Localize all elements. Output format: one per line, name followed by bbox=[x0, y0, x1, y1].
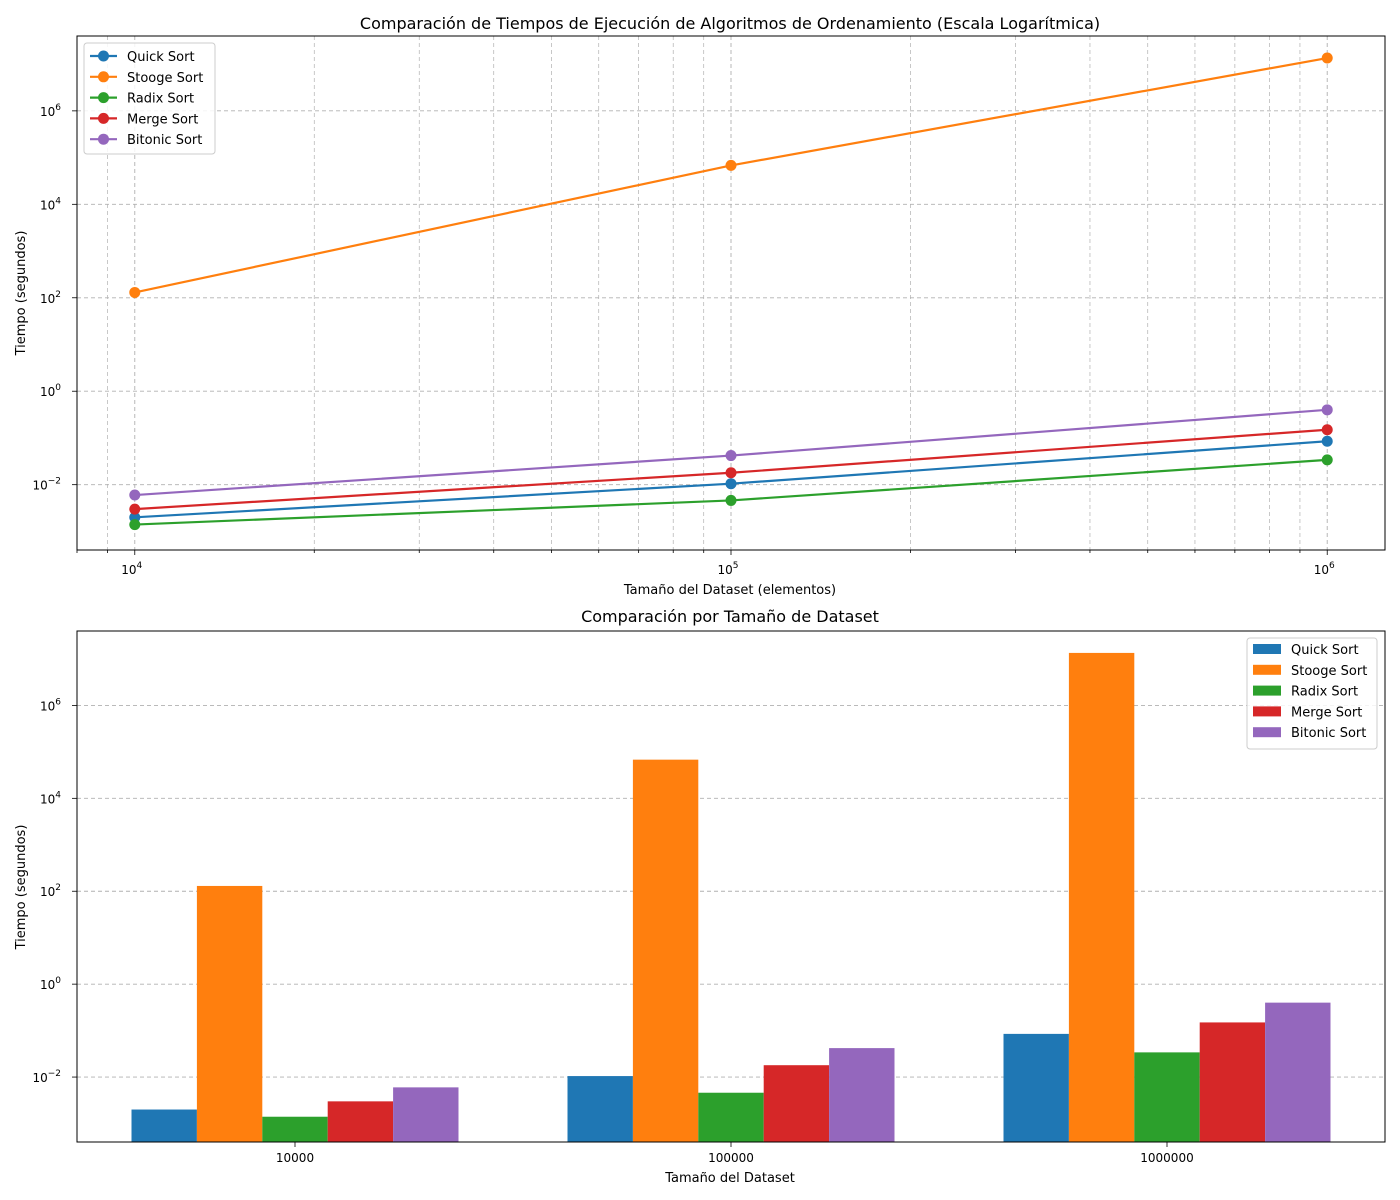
y-tick-label: 102 bbox=[40, 290, 61, 306]
data-point bbox=[725, 159, 737, 171]
line-chart-title: Comparación de Tiempos de Ejecución de A… bbox=[360, 14, 1100, 33]
line-chart-x-label: Tamaño del Dataset (elementos) bbox=[623, 583, 836, 598]
line-chart-ticks: 104 105 106 10−2 100 102 104 106 bbox=[32, 103, 1335, 577]
data-point bbox=[1321, 52, 1333, 64]
data-point bbox=[129, 503, 141, 515]
y-tick-label: 100 bbox=[40, 976, 61, 992]
bar-chart-x-label: Tamaño del Dataset bbox=[664, 1171, 795, 1186]
y-tick-label: 104 bbox=[40, 790, 61, 806]
legend-label: Merge Sort bbox=[1291, 705, 1362, 720]
x-tick-label: 1000000 bbox=[1140, 1151, 1193, 1165]
bar bbox=[327, 1101, 394, 1142]
data-point bbox=[1321, 435, 1333, 447]
bar-chart-y-label: Tiempo (segundos) bbox=[14, 825, 29, 951]
legend-marker bbox=[98, 92, 109, 104]
bar-chart: Comparación por Tamaño de Dataset 10−210… bbox=[14, 607, 1386, 1186]
data-point bbox=[129, 286, 141, 298]
bar bbox=[393, 1087, 459, 1142]
legend-swatch bbox=[1253, 685, 1281, 696]
y-tick-label: 10−2 bbox=[32, 477, 61, 493]
y-tick-label: 106 bbox=[40, 697, 61, 713]
y-tick-label: 100 bbox=[40, 383, 61, 399]
bar bbox=[1199, 1022, 1266, 1142]
bar-chart-grid bbox=[77, 704, 1385, 1078]
data-point bbox=[725, 494, 737, 506]
data-point bbox=[725, 478, 737, 490]
x-tick-label: 106 bbox=[1314, 561, 1335, 577]
data-point bbox=[1321, 404, 1333, 416]
legend-swatch bbox=[1253, 644, 1281, 654]
legend-label: Merge Sort bbox=[127, 112, 198, 127]
legend-label: Stooge Sort bbox=[127, 71, 203, 86]
legend-label: Stooge Sort bbox=[1291, 664, 1367, 679]
line-chart-legend: Quick Sort Stooge Sort Radix Sort Merge Sor… bbox=[83, 42, 216, 155]
y-tick-label: 10−2 bbox=[32, 1069, 61, 1085]
bar-chart-bars bbox=[131, 652, 1331, 1142]
legend-frame bbox=[83, 42, 216, 155]
bar bbox=[763, 1065, 830, 1142]
data-point bbox=[129, 519, 141, 531]
bar bbox=[1265, 1002, 1331, 1142]
bar bbox=[632, 759, 699, 1142]
bar bbox=[829, 1048, 895, 1142]
bar bbox=[1134, 1052, 1200, 1142]
legend-swatch bbox=[1253, 664, 1281, 675]
line-chart-series bbox=[129, 52, 1333, 531]
legend-label: Radix Sort bbox=[1291, 685, 1358, 700]
legend-swatch bbox=[1253, 727, 1281, 738]
legend-marker bbox=[98, 50, 109, 62]
legend-label: Quick Sort bbox=[127, 50, 195, 65]
bar bbox=[698, 1092, 764, 1142]
legend-swatch bbox=[1253, 706, 1281, 717]
bar-chart-ticks: 10−2 100 102 104 106 10000 100000 1000000 bbox=[32, 697, 1193, 1165]
bar bbox=[131, 1109, 197, 1142]
bar bbox=[196, 885, 263, 1142]
x-tick-label: 104 bbox=[121, 561, 142, 577]
bar bbox=[1068, 652, 1135, 1142]
x-tick-label: 105 bbox=[717, 561, 738, 577]
legend-marker bbox=[98, 71, 109, 83]
bar bbox=[567, 1076, 633, 1142]
x-tick-label: 10000 bbox=[276, 1151, 314, 1165]
bar-chart-title: Comparación por Tamaño de Dataset bbox=[581, 607, 879, 626]
y-tick-label: 104 bbox=[40, 196, 61, 212]
line-chart: Comparación de Tiempos de Ejecución de A… bbox=[14, 14, 1386, 598]
bar bbox=[262, 1116, 328, 1142]
line-chart-y-label: Tiempo (segundos) bbox=[14, 231, 29, 357]
data-point bbox=[725, 467, 737, 479]
legend-label: Quick Sort bbox=[1291, 643, 1359, 658]
data-point bbox=[1321, 424, 1333, 436]
bar bbox=[1003, 1033, 1069, 1142]
y-tick-label: 106 bbox=[40, 103, 61, 119]
data-point bbox=[725, 450, 737, 462]
bar-chart-legend: Quick Sort Stooge Sort Radix Sort Merge Sor… bbox=[1246, 637, 1378, 750]
data-point bbox=[1321, 454, 1333, 466]
legend-label: Bitonic Sort bbox=[127, 133, 202, 148]
legend-marker bbox=[98, 133, 109, 145]
legend-label: Bitonic Sort bbox=[1291, 726, 1366, 741]
legend-label: Radix Sort bbox=[127, 92, 194, 107]
legend-marker bbox=[98, 112, 109, 124]
y-tick-label: 102 bbox=[40, 883, 61, 899]
x-tick-label: 100000 bbox=[708, 1151, 754, 1165]
data-point bbox=[129, 489, 141, 501]
